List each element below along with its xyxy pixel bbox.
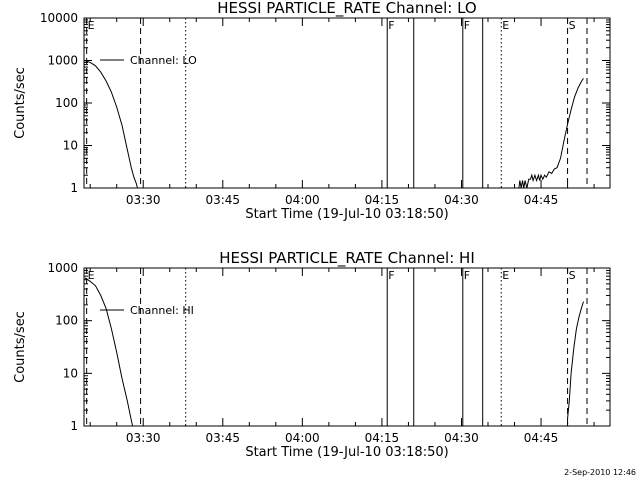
y-tick-label: 1000 (47, 54, 78, 68)
series-line (567, 301, 584, 419)
y-tick-label: 1 (70, 181, 78, 195)
x-tick-label: 04:45 (524, 193, 559, 207)
y-tick-label: 10 (63, 366, 78, 380)
footer-timestamp: 2-Sep-2010 12:46 (564, 468, 636, 477)
event-marker-label: E (502, 269, 509, 282)
y-tick-label: 1 (70, 419, 78, 433)
chart-panel-lo: HESSI PARTICLE_RATE Channel: LO 1 10 100 100… (13, 0, 611, 222)
x-tick-label: 04:00 (285, 193, 320, 207)
y-tick-label: 10 (63, 139, 78, 153)
series-line (84, 60, 138, 189)
x-tick-label: 03:45 (205, 431, 240, 445)
chart-panel-hi: HESSI PARTICLE_RATE Channel: HI 1 10 100 100… (13, 249, 611, 460)
event-marker-label: F (388, 269, 394, 282)
plot-frame (83, 267, 611, 427)
event-marker-label: F (464, 269, 470, 282)
event-marker-label: S (569, 19, 576, 32)
legend-label: Channel: HI (130, 304, 194, 317)
x-tick-label: 04:15 (365, 193, 400, 207)
series-line (518, 78, 584, 189)
x-tick-label: 03:30 (126, 431, 161, 445)
y-tick-label: 10000 (40, 11, 78, 25)
x-tick-label: 04:00 (285, 431, 320, 445)
x-tick-label: 03:30 (126, 193, 161, 207)
event-marker-label: S (569, 269, 576, 282)
chart-title: HESSI PARTICLE_RATE Channel: LO (217, 0, 476, 18)
event-marker-label: E (88, 19, 95, 32)
x-axis-label: Start Time (19-Jul-10 03:18:50) (245, 207, 448, 222)
x-axis-label: Start Time (19-Jul-10 03:18:50) (245, 445, 448, 460)
y-axis-label: Counts/sec (13, 67, 28, 139)
event-marker-label: F (464, 19, 470, 32)
event-marker-label: E (502, 19, 509, 32)
x-tick-label: 04:30 (444, 431, 479, 445)
y-tick-label: 100 (55, 314, 78, 328)
y-tick-label: 1000 (47, 261, 78, 275)
x-tick-label: 04:30 (444, 193, 479, 207)
plot-frame (83, 17, 611, 189)
chart-title: HESSI PARTICLE_RATE Channel: HI (219, 249, 475, 268)
x-tick-label: 04:45 (524, 431, 559, 445)
series-line (84, 277, 134, 427)
y-tick-label: 100 (55, 96, 78, 110)
y-axis-label: Counts/sec (13, 311, 28, 383)
event-marker-label: E (88, 269, 95, 282)
x-tick-label: 04:15 (365, 431, 400, 445)
legend-label: Channel: LO (130, 54, 197, 67)
event-marker-label: F (388, 19, 394, 32)
x-tick-label: 03:45 (205, 193, 240, 207)
